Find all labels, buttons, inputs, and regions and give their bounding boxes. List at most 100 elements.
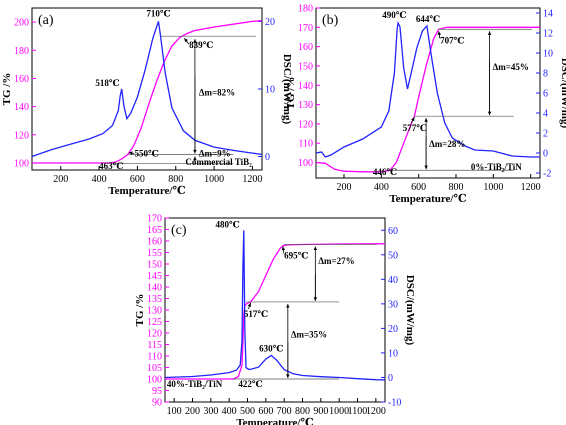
dsc-curve [164, 230, 386, 381]
x-tick-label: 600 [258, 406, 273, 417]
annotation-label: 446℃ [373, 167, 398, 177]
arrow-head [411, 117, 415, 122]
y-right-tick-label: 10 [543, 49, 553, 60]
arrow-head [281, 246, 286, 251]
y-right-tick-label: 14 [543, 9, 553, 20]
y-left-tick-label: 140 [147, 283, 162, 294]
chart-panel-c: 100 200 300 400 500 600 700 800 900 1000110012009… [134, 214, 416, 425]
annotation-label: 695℃ [284, 250, 309, 260]
x-tick-label: 200 [337, 182, 352, 193]
chart-panel-a: 200 400 600 800 1000 1200 100 120 140 160 180 200 0 1… [1, 7, 293, 197]
x-tick-label: 1000 [329, 406, 349, 417]
annotation-label: 40%-TiB₂/TiN [167, 379, 223, 389]
annotation-label: Δm=27% [318, 256, 354, 266]
x-tick-label: 1000 [483, 182, 503, 193]
y-right-tick-label: 8 [543, 69, 548, 80]
arrow-head [487, 111, 492, 116]
y-left-tick-label: 100 [298, 158, 313, 169]
y-left-tick-label: 165 [147, 225, 162, 236]
panel-label: (c) [171, 223, 187, 238]
x-tick-label: 1200 [366, 406, 386, 417]
y-left-tick-label: 150 [298, 61, 313, 72]
x-axis-label: Temperature/℃ [108, 185, 185, 197]
y-left-tick-label: 105 [147, 363, 162, 374]
x-tick-label: 200 [53, 174, 68, 185]
y-right-tick-label: 2 [543, 129, 548, 140]
y-right-tick-label: 30 [388, 299, 398, 310]
y-left-tick-label: 120 [147, 329, 162, 340]
y-left-tick-label: 160 [298, 42, 313, 53]
y-left-tick-label: 150 [147, 260, 162, 271]
arrow-head [424, 118, 428, 122]
y-left-tick-label: 100 [14, 158, 29, 169]
y-left-tick-label: 95 [152, 386, 162, 397]
y-right-tick-label: 60 [388, 226, 398, 237]
y-left-tick-label: 160 [14, 74, 29, 85]
x-tick-label: 100 [167, 406, 182, 417]
y-left-tick-label: 120 [298, 119, 313, 130]
dsc-curve [31, 21, 263, 158]
arrow-head [313, 297, 318, 301]
y-left-tick-label: 170 [298, 23, 313, 34]
x-tick-label: 1200 [521, 182, 541, 193]
arrow-head [193, 149, 197, 154]
y-right-tick-label: 10 [388, 348, 398, 359]
arrow-head [184, 38, 188, 43]
x-tick-label: 200 [185, 406, 200, 417]
x-tick-label: 300 [203, 406, 218, 417]
x-tick-label: 400 [222, 406, 237, 417]
y-left-tick-label: 140 [14, 102, 29, 113]
x-tick-label: 400 [374, 182, 389, 193]
arrow-head [487, 31, 492, 35]
annotation-label: 517℃ [244, 309, 268, 319]
y-right-tick-label: 20 [265, 17, 275, 28]
tg-curve [315, 26, 540, 173]
y-right-tick-label: 0 [543, 149, 548, 160]
arrow-head [286, 303, 290, 308]
arrow-head [193, 39, 197, 43]
annotation-label: 480℃ [216, 219, 241, 229]
arrow-head [437, 31, 442, 36]
arrow-head [193, 156, 197, 161]
annotation-label: 839℃ [189, 40, 214, 50]
chart-panel-b: 200 400 600 800 1000 120010011012013014015016… [285, 4, 566, 206]
y-right-tick-label: 0 [388, 373, 393, 384]
arrow-head [286, 374, 290, 378]
y-left-tick-label: 100 [147, 375, 162, 386]
y-right-tick-label: -10 [388, 398, 401, 409]
annotation-label: 710℃ [146, 9, 171, 19]
plot-frame [164, 217, 386, 403]
y-left-tick-label: 110 [298, 139, 313, 150]
y-left-tick-label: 90 [152, 398, 162, 409]
y-left-tick-label: 180 [14, 46, 29, 57]
annotation-label: Δm=35% [291, 330, 327, 340]
y-right-tick-label: 4 [543, 109, 548, 120]
y-left-axis-label: TG /% [134, 294, 146, 327]
y-left-tick-label: 140 [298, 81, 313, 92]
x-tick-label: 600 [411, 182, 426, 193]
y-right-tick-label: -2 [543, 169, 551, 180]
y-left-tick-label: 160 [147, 237, 162, 248]
arrow-head [313, 246, 318, 251]
y-right-tick-label: 40 [388, 275, 398, 286]
y-left-tick-label: 180 [298, 4, 313, 15]
y-right-tick-label: 12 [543, 29, 553, 40]
panel-label: (a) [38, 13, 54, 28]
x-tick-label: 800 [295, 406, 310, 417]
arrow-head [424, 165, 428, 170]
y-left-tick-label: 120 [14, 130, 29, 141]
annotation-label: 463℃ [99, 161, 124, 171]
x-tick-label: 800 [449, 182, 464, 193]
arrow-head [247, 302, 252, 307]
y-right-tick-label: 10 [265, 85, 275, 96]
annotation-label: 490℃ [382, 10, 407, 20]
annotation-label: 707℃ [440, 35, 465, 45]
x-tick-label: 1100 [348, 406, 368, 417]
tg-curve [32, 20, 263, 164]
annotation-label: 550℃ [135, 149, 160, 159]
annotation-label: 644℃ [416, 14, 441, 24]
x-tick-label: 900 [313, 406, 328, 417]
y-left-axis-label: TG /% [1, 73, 13, 106]
y-left-tick-label: 135 [147, 294, 162, 305]
